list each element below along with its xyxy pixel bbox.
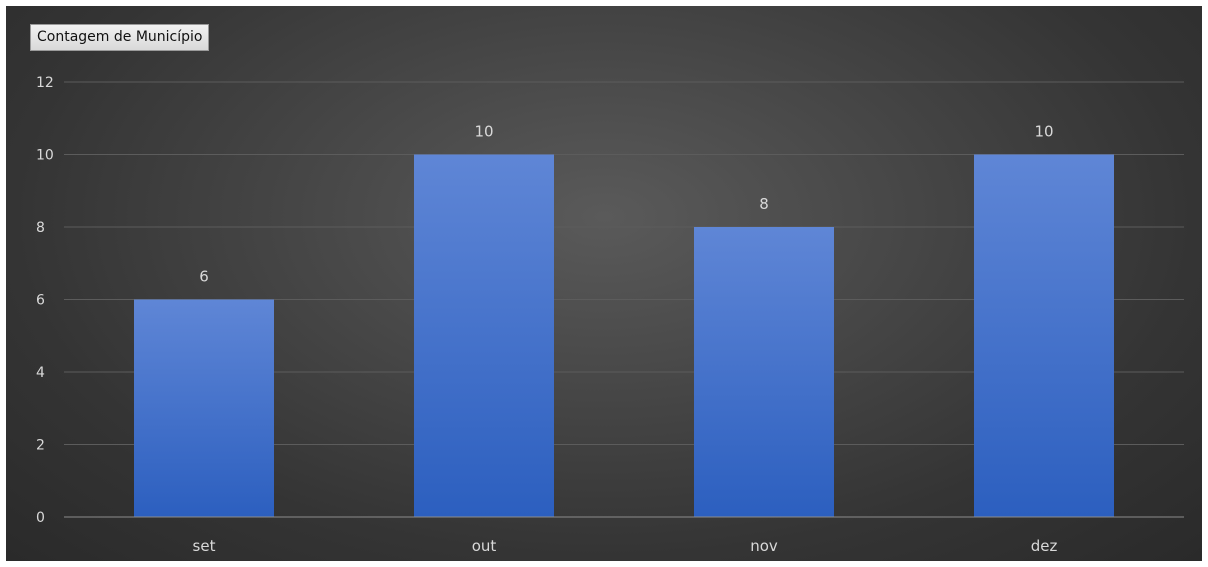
- bar: [694, 227, 834, 517]
- x-axis-categories: set out nov dez: [193, 537, 1058, 555]
- y-tick-label: 12: [36, 75, 54, 91]
- data-labels: 6 10 8 10: [199, 123, 1053, 286]
- data-label: 10: [1034, 123, 1053, 141]
- bar: [134, 299, 274, 517]
- y-tick-label: 8: [36, 220, 45, 236]
- bar-chart: 0 2 4 6 8 10 12 6 10 8 10 set out nov dez: [36, 75, 1184, 555]
- x-category-label: set: [193, 537, 216, 555]
- y-tick-label: 2: [36, 438, 45, 454]
- chart-area: Contagem de Município 0 2 4 6 8 10 12 6 10 8 10 s…: [6, 6, 1202, 561]
- field-button[interactable]: Contagem de Município: [30, 24, 210, 51]
- x-category-label: out: [472, 537, 497, 555]
- bar: [974, 154, 1114, 517]
- bars: [134, 154, 1114, 517]
- bar: [414, 154, 554, 517]
- data-label: 10: [474, 123, 493, 141]
- x-category-label: nov: [750, 537, 778, 555]
- y-tick-label: 0: [36, 510, 45, 526]
- y-axis-ticks: 0 2 4 6 8 10 12: [36, 75, 54, 526]
- y-tick-label: 10: [36, 148, 54, 164]
- data-label: 8: [759, 195, 769, 213]
- y-tick-label: 4: [36, 365, 45, 381]
- data-label: 6: [199, 268, 209, 286]
- x-category-label: dez: [1031, 537, 1058, 555]
- y-tick-label: 6: [36, 293, 45, 309]
